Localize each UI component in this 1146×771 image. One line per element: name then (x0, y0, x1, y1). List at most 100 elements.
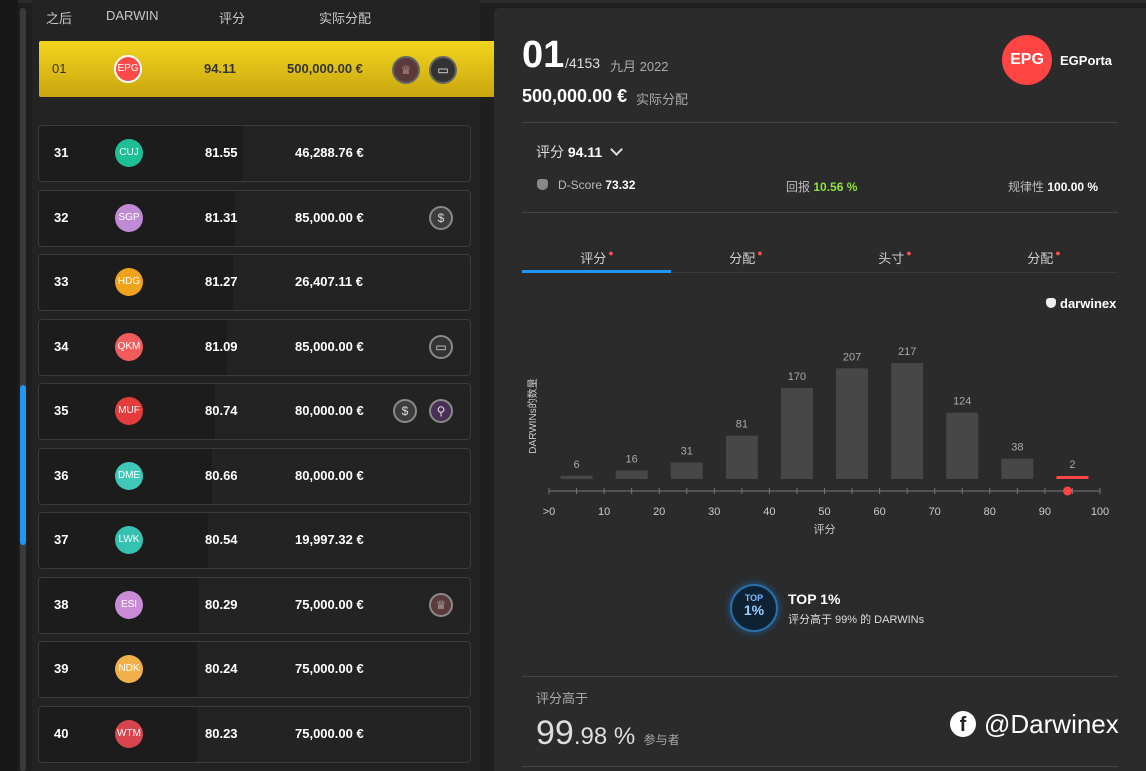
table-row[interactable]: 34 QKM 81.09 85,000.00 € ▭ (38, 318, 471, 376)
row-rank: 40 (54, 725, 69, 741)
x-tick-label: 60 (873, 506, 885, 518)
tab-allocation-2[interactable]: 分配 ● (1027, 248, 1061, 266)
x-tick-label: 80 (984, 506, 996, 518)
row-allocation: 46,288.76 € (295, 145, 364, 160)
header-darwin[interactable]: DARWIN (106, 8, 159, 23)
chart-bar (836, 368, 869, 479)
chart-bar (725, 435, 758, 479)
divider-4 (522, 766, 1118, 767)
dollar-icon[interactable]: $ (429, 205, 453, 230)
row-rank: 35 (54, 403, 69, 418)
score-label: 评分 (536, 144, 564, 160)
cash-icon[interactable]: ▭ (429, 334, 453, 359)
table-row[interactable]: 33 HDG 81.27 26,407.11 € (38, 254, 471, 311)
x-axis-label: 评分 (814, 523, 836, 536)
top-badge-line1: TOP (744, 593, 764, 603)
tab-active-indicator (522, 270, 671, 273)
tab-positions[interactable]: 头寸 ● (878, 248, 912, 266)
table-row[interactable]: 38 ESI 80.29 75,000.00 € ♕ (38, 576, 471, 634)
score-above-small: .98 % (573, 723, 636, 750)
tab-allocation-2-label: 分配 (1027, 251, 1054, 266)
top-title: TOP 1% (788, 591, 841, 607)
darwin-badge: ESI (115, 590, 143, 619)
darwinex-logo-icon (1046, 298, 1056, 308)
table-row[interactable]: 39 NDK 80.24 75,000.00 € (38, 641, 471, 698)
darwinex-brand: darwinex (1060, 296, 1117, 311)
table-row[interactable]: 35 MUF 80.74 80,000.00 € $ ⚲ (38, 383, 471, 440)
darwin-badge: LWK (115, 526, 143, 554)
selected-allocation: 500,000.00 € (287, 61, 363, 76)
top-subtitle: 评分高于 99% 的 DARWINs (788, 614, 925, 626)
detail-panel: 01 /4153 九月 2022 500,000.00 € 实际分配 EPG E… (494, 8, 1146, 771)
row-score: 80.29 (205, 596, 238, 612)
watermark: @Darwinex (984, 709, 1119, 739)
table-row[interactable]: 40 WTM 80.23 75,000.00 € (38, 705, 471, 763)
tab-allocation[interactable]: 分配 ● (729, 248, 763, 266)
x-tick-label: 10 (598, 506, 610, 518)
darwin-badge: NDK (115, 655, 143, 683)
darwin-badge: QKM (115, 332, 143, 361)
cash-icon[interactable]: ▭ (429, 56, 457, 84)
chart-bar (780, 388, 813, 479)
row-rank: 33 (54, 274, 69, 289)
header-after[interactable]: 之后 (46, 11, 73, 26)
dscore: D-Score 73.32 (558, 178, 635, 192)
scrollbar-thumb[interactable] (20, 385, 26, 545)
detail-total: /4153 (565, 55, 601, 71)
score-distribution-chart: DARWINs的数量 6 16 31 81 170 207 217 124 38 2 >0 10 20 30… (526, 346, 1109, 536)
bar-value-label: 6 (573, 459, 579, 471)
chart-bar (560, 475, 593, 479)
row-rank: 39 (54, 661, 69, 676)
row-score: 80.23 (205, 725, 238, 741)
link-icon[interactable]: ⚲ (429, 399, 453, 423)
darwin-badge: DME (115, 461, 143, 490)
return-metric: 回报 10.56 % (786, 178, 857, 195)
table-row[interactable]: 36 DME 80.66 80,000.00 € (38, 447, 471, 505)
row-rank: 34 (54, 338, 69, 354)
score-above-big: 99 (536, 714, 574, 752)
medal-icon[interactable]: ♕ (429, 592, 453, 617)
score-above-value: 99.98 % 参与者 (536, 714, 680, 753)
bar-value-label: 31 (681, 445, 693, 457)
table-row[interactable]: 32 SGP 81.31 85,000.00 € $ (38, 189, 471, 247)
medal-icon[interactable]: ♕ (392, 56, 420, 84)
divider-1 (522, 122, 1118, 123)
chart-bar (1056, 476, 1089, 479)
table-row[interactable]: 37 LWK 80.54 19,997.32 € (38, 512, 471, 569)
dollar-icon[interactable]: $ (393, 399, 417, 423)
table-row[interactable]: 31 CUJ 81.55 46,288.76 € (38, 125, 471, 182)
detail-allocation-value: 500,000.00 € (522, 86, 628, 106)
chevron-down-icon (610, 143, 623, 156)
tab-score[interactable]: 评分 ● (580, 248, 614, 266)
selected-darwin-badge: EPG (114, 55, 142, 83)
detail-allocation-label: 实际分配 (636, 92, 689, 107)
detail-darwin-badge: EPG (1002, 35, 1052, 85)
row-rank: 31 (54, 145, 69, 160)
chart-bar (891, 363, 924, 479)
regularity-label: 规律性 (1008, 180, 1045, 194)
facebook-icon: f (950, 711, 976, 737)
bar-value-label: 124 (953, 396, 971, 408)
bar-value-label: 38 (1011, 442, 1023, 454)
score-dropdown[interactable]: 评分 94.11 (536, 142, 623, 162)
bar-value-label: 217 (898, 346, 916, 358)
chart-bar (670, 462, 703, 479)
bar-value-label: 81 (736, 419, 748, 431)
return-label: 回报 (786, 180, 811, 194)
score-value: 94.11 (567, 144, 603, 160)
detail-darwin-name[interactable]: EGPorta (1060, 53, 1113, 68)
x-tick-label: 100 (1091, 506, 1109, 518)
detail-date: 九月 2022 (610, 59, 669, 74)
header-allocation[interactable]: 实际分配 (319, 11, 372, 26)
row-score: 81.55 (205, 145, 238, 160)
bar-value-label: 207 (843, 351, 861, 363)
dscore-value: 73.32 (605, 178, 636, 192)
dscore-label: D-Score (558, 178, 603, 192)
selected-row[interactable]: 01 EPG 94.11 500,000.00 € ♕ ▭ (38, 40, 514, 99)
row-allocation: 85,000.00 € (295, 338, 364, 354)
divider-3 (522, 676, 1118, 677)
header-score[interactable]: 评分 (219, 11, 246, 26)
row-allocation: 80,000.00 € (295, 467, 364, 483)
detail-rank: 01 (522, 34, 565, 76)
tabs-baseline (522, 272, 1118, 273)
